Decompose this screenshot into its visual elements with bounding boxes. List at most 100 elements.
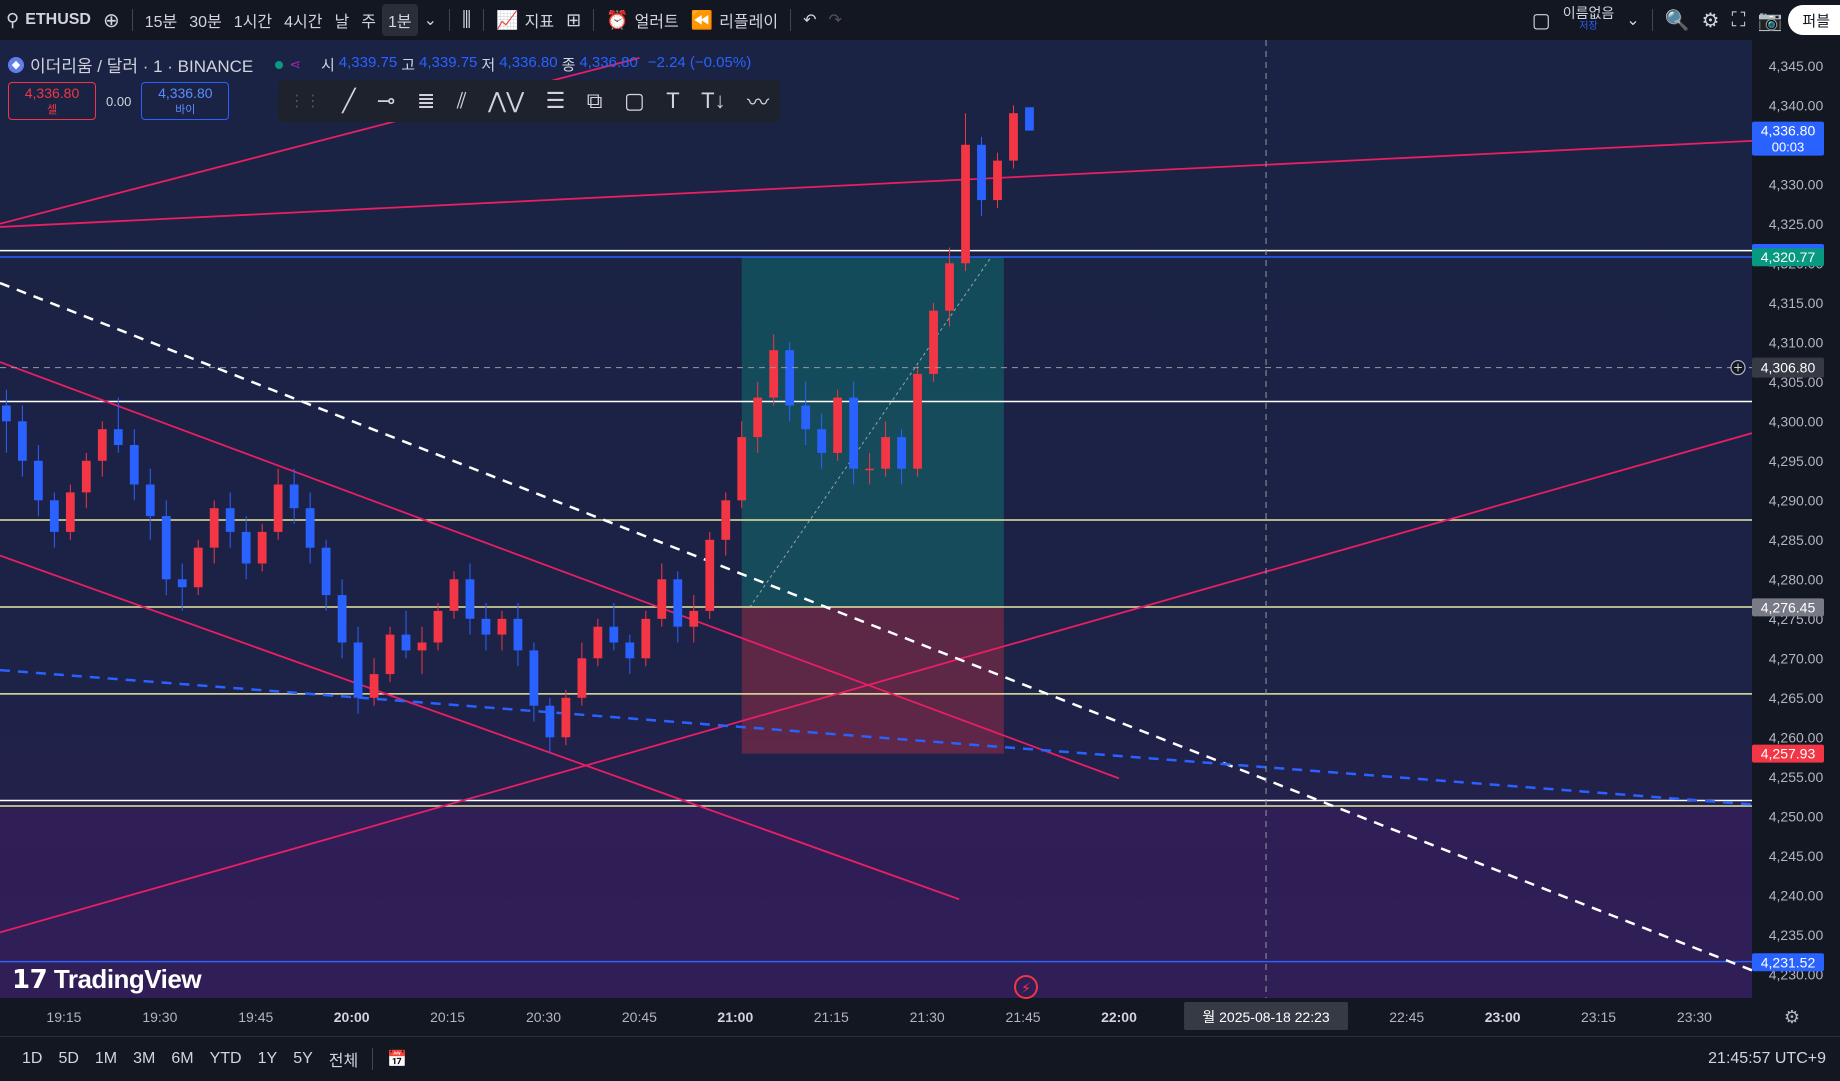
rectangle-tool-icon[interactable]: ▢ <box>623 88 645 113</box>
interval-15m[interactable]: 15분 <box>144 14 178 31</box>
sell-button[interactable]: 4,336.80 셀 <box>8 82 96 120</box>
candle-body <box>705 539 715 611</box>
candle-body <box>81 460 91 493</box>
range-all[interactable]: 전체 <box>328 1053 359 1070</box>
fib-extension-tool-icon[interactable]: ⧉ <box>586 88 603 113</box>
range-5y[interactable]: 5Y <box>293 1050 313 1067</box>
square-icon: ▢ <box>1531 9 1551 32</box>
alerts-button[interactable]: ⏰ 얼러트 <box>600 0 685 40</box>
candle-body <box>737 437 747 501</box>
interval-1m[interactable]: 1분 <box>381 4 418 36</box>
time-tick-label: 23:30 <box>1677 1009 1712 1025</box>
axis-settings-icon[interactable]: ⚙ <box>1784 1007 1800 1028</box>
trend-line <box>0 668 1753 806</box>
candle-body <box>305 508 315 548</box>
utc-clock[interactable]: 21:45:57 UTC+9 <box>1708 1050 1826 1067</box>
text-note-tool-icon[interactable]: T↓ <box>701 88 726 113</box>
fullscreen-button[interactable]: ⛶ <box>1725 0 1751 40</box>
range-ytd[interactable]: YTD <box>209 1050 242 1067</box>
range-1y[interactable]: 1Y <box>257 1050 278 1067</box>
candle-body <box>593 626 603 659</box>
price-label-text: 4,276.45 <box>1761 599 1816 615</box>
candles <box>1 105 1034 754</box>
crosshair-time-label: 월 2025-08-18 22:23 <box>1202 1009 1330 1025</box>
camera-icon: 📷 <box>1757 9 1783 32</box>
interval-30m[interactable]: 30분 <box>189 14 222 31</box>
price-label-box <box>1752 248 1824 267</box>
candle-body <box>897 437 906 469</box>
close-label: 종 <box>561 57 576 74</box>
interval-day[interactable]: 날 <box>334 14 350 31</box>
chart-type-button[interactable]: ⫼ <box>456 0 477 40</box>
watermark-text: TradingView <box>53 964 202 994</box>
candle-body <box>209 508 219 548</box>
candle-body <box>977 144 986 201</box>
interval-week[interactable]: 주 <box>361 14 376 31</box>
fib-retracement-tool-icon[interactable]: ☰ <box>545 88 566 113</box>
lightning-event-icon[interactable] <box>1014 975 1038 999</box>
settings-button[interactable]: ⚙ <box>1696 0 1726 40</box>
interval-4h[interactable]: 4시간 <box>284 14 323 31</box>
open-label: 시 <box>320 57 335 74</box>
elliott-wave-tool-icon[interactable]: 〰 <box>747 90 770 115</box>
redo-button[interactable]: ↷ <box>822 0 847 40</box>
snapshot-button[interactable]: 📷 <box>1751 0 1788 40</box>
add-symbol-button[interactable]: ⊕ <box>97 0 126 40</box>
divider <box>372 1048 374 1070</box>
regression-tool-icon[interactable]: ⫽ <box>456 88 467 113</box>
range-1d[interactable]: 1D <box>22 1050 43 1067</box>
price-tick-label: 4,255.00 <box>1769 769 1824 785</box>
quick-search-button[interactable]: 🔍 <box>1659 0 1696 40</box>
price-label-text: 4,320.77 <box>1761 249 1816 265</box>
horizontal-lines <box>0 249 1752 963</box>
drag-handle-icon[interactable]: ⋮⋮ <box>288 93 321 110</box>
publish-button[interactable]: 퍼블 <box>1788 5 1840 35</box>
trend-line <box>0 554 960 901</box>
interval-dropdown[interactable]: ⌄ <box>418 0 443 40</box>
time-tick-label: 19:45 <box>238 1009 273 1025</box>
buy-label: 바이 <box>175 104 196 116</box>
price-axis-background <box>1752 40 1840 1036</box>
layout-name-button[interactable]: 이름없음 저장 <box>1557 0 1621 40</box>
layout-button[interactable]: ▢ <box>1526 0 1557 40</box>
candle-body <box>33 460 43 501</box>
price-chart[interactable]: + 4,230.004,235.004,240.004,245.004,250.… <box>0 40 1840 1036</box>
trend-line-tool-icon[interactable]: ╱ <box>342 88 356 113</box>
indicators-button[interactable]: 📈 지표 <box>490 0 560 40</box>
pattern-tool-icon[interactable]: ⋀⋁ <box>488 88 525 113</box>
candle-body <box>913 373 922 469</box>
candle-body <box>401 634 411 651</box>
price-tick-label: 4,315.00 <box>1769 295 1824 311</box>
horizontal-ray-tool-icon[interactable]: ⊸ <box>376 88 396 113</box>
candle-body <box>833 397 843 453</box>
chevron-down-icon: ⌄ <box>423 12 437 29</box>
time-tick-label: 22:00 <box>1101 1009 1137 1025</box>
position-tool[interactable] <box>741 256 1004 754</box>
price-tick-label: 4,280.00 <box>1769 571 1824 587</box>
range-1m[interactable]: 1M <box>94 1050 118 1067</box>
range-3m[interactable]: 3M <box>133 1050 156 1067</box>
templates-button[interactable]: ⊞ <box>560 0 587 40</box>
divider <box>483 9 485 31</box>
time-axis[interactable]: 19:15 19:30 19:45 20:00 20:15 20:30 20:45 21:00… <box>46 1002 1712 1030</box>
layout-dropdown[interactable]: ⌄ <box>1620 0 1645 40</box>
undo-button[interactable]: ↶ <box>797 0 822 40</box>
alerts-label: 얼러트 <box>634 14 679 31</box>
close-value: 4,336.80 <box>579 54 638 71</box>
range-6m[interactable]: 6M <box>171 1050 194 1067</box>
interval-1h[interactable]: 1시간 <box>233 14 273 31</box>
text-tool-icon[interactable]: T <box>666 88 680 113</box>
candle-body <box>49 500 59 532</box>
time-tick-label: 20:00 <box>334 1009 370 1025</box>
symbol-search[interactable]: ⚲ ETHUSD <box>0 0 97 40</box>
open-value: 4,339.75 <box>338 54 398 71</box>
date-range-button[interactable]: 📅 <box>379 1049 415 1069</box>
replay-button[interactable]: ⏪ 리플레이 <box>685 0 784 40</box>
share-icon[interactable]: ⋖ <box>289 56 301 72</box>
time-tick-label: 20:45 <box>622 1009 657 1025</box>
range-5d[interactable]: 5D <box>58 1050 79 1067</box>
buy-button[interactable]: 4,336.80 바이 <box>141 82 230 120</box>
parallel-channel-tool-icon[interactable]: ≣ <box>416 88 436 113</box>
candle-body <box>129 445 139 485</box>
